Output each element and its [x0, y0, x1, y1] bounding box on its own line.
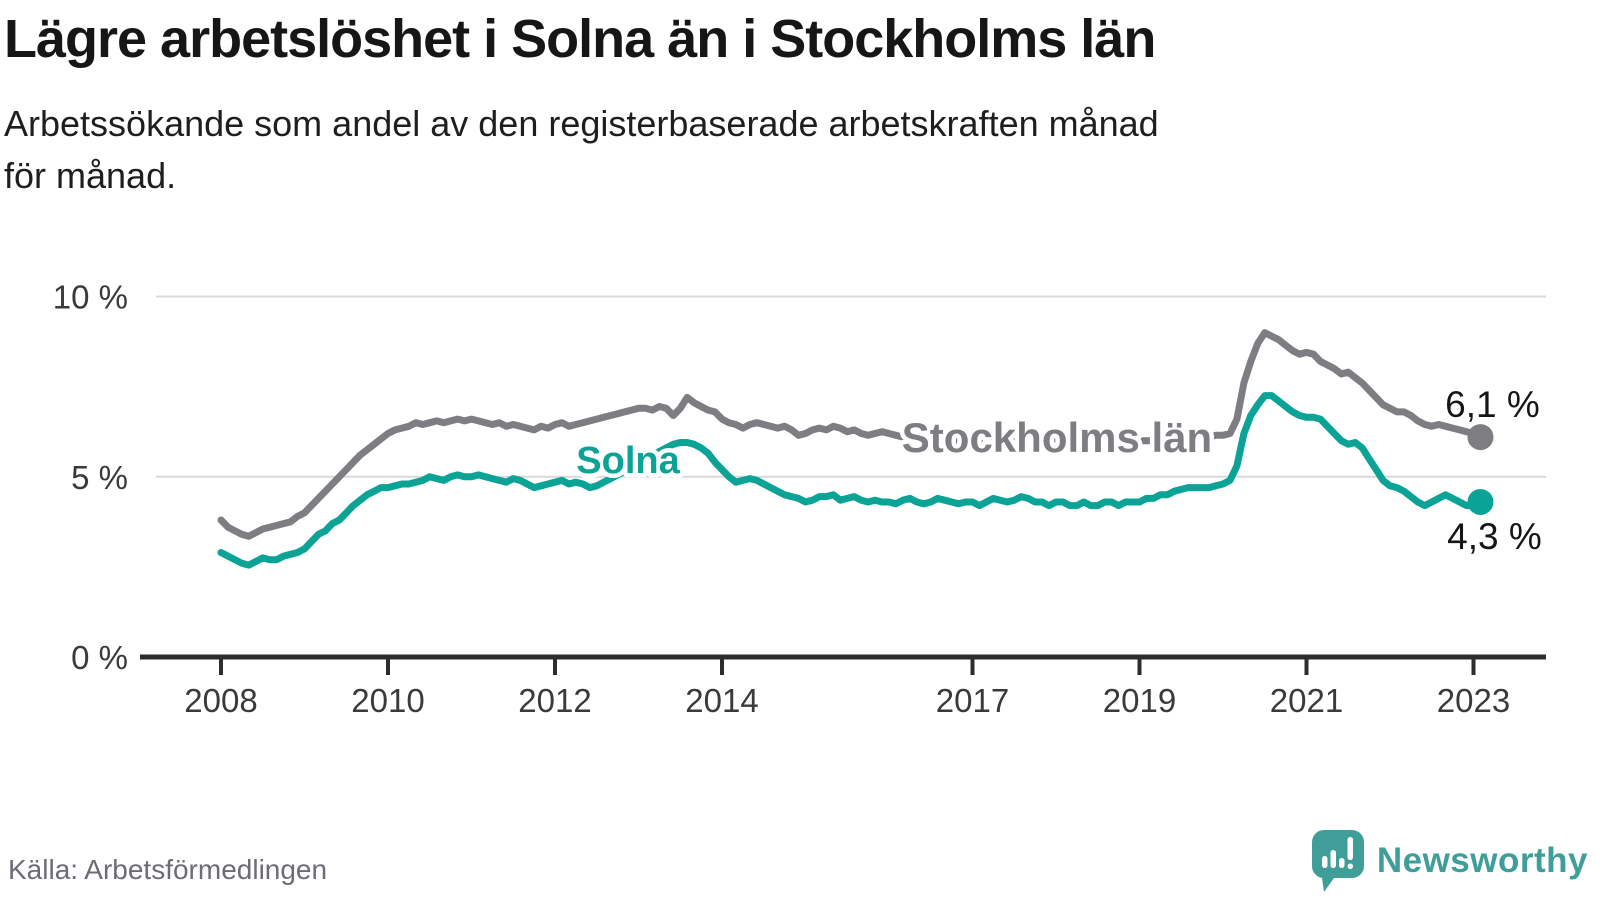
series-end-dot-1 — [1467, 488, 1494, 515]
series-end-dot-0 — [1467, 424, 1494, 451]
x-tick-label-2017: 2017 — [936, 682, 1009, 719]
logo-bar-1 — [1321, 856, 1328, 868]
logo-exclamation-dot — [1347, 863, 1353, 869]
y-tick-label-0: 0 % — [71, 639, 128, 676]
brand-name: Newsworthy — [1376, 841, 1588, 880]
y-tick-label-10: 10 % — [53, 279, 128, 316]
logo-exclamation-bar — [1347, 837, 1353, 860]
logo-bubble-shape — [1311, 830, 1364, 892]
x-tick-label-2008: 2008 — [184, 682, 257, 719]
series-line-1 — [217, 392, 1484, 569]
x-tick-label-2010: 2010 — [351, 682, 424, 719]
series-end-label-1: 4,3 % — [1447, 516, 1542, 557]
page-title: Lägre arbetslöshet i Solna än i Stockhol… — [4, 9, 1156, 69]
chart-footer: Källa: Arbetsförmedlingen Newsworthy — [8, 830, 1588, 892]
x-tick-label-2012: 2012 — [518, 682, 591, 719]
series-inline-label-0: Stockholms län — [902, 414, 1212, 461]
logo-bar-3 — [1338, 858, 1345, 868]
newsworthy-logo-icon — [1311, 830, 1364, 892]
y-tick-label-5: 5 % — [71, 459, 128, 496]
series-line-0 — [217, 329, 1484, 540]
x-tick-label-2021: 2021 — [1270, 682, 1343, 719]
x-tick-label-2023: 2023 — [1437, 682, 1510, 719]
source-note: Källa: Arbetsförmedlingen — [8, 854, 328, 885]
series-end-label-0: 6,1 % — [1445, 384, 1540, 425]
chart-header: Lägre arbetslöshet i Solna än i Stockhol… — [4, 8, 1580, 202]
series-inline-label-1: Solna — [576, 440, 680, 482]
newsworthy-brand: Newsworthy — [1311, 830, 1588, 892]
x-tick-label-2014: 2014 — [685, 682, 758, 719]
logo-bar-2 — [1330, 850, 1336, 868]
chart-subtitle: Arbetssökande som andel av den registerb… — [4, 103, 1159, 197]
x-tick-label-2019: 2019 — [1103, 682, 1176, 719]
